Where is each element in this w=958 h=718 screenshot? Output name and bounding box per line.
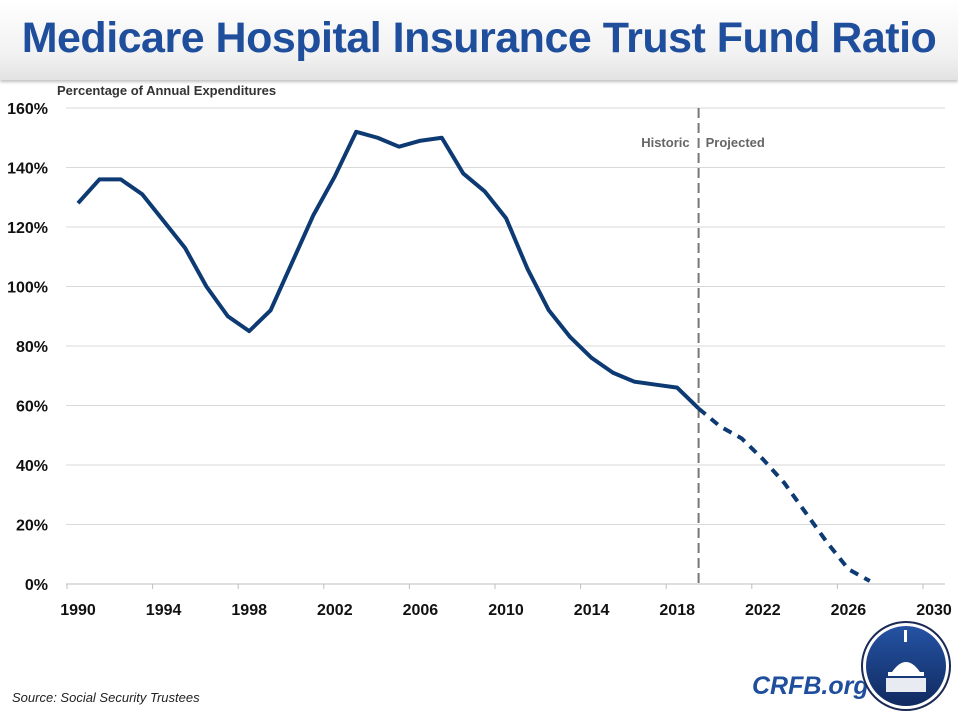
projected-series-line: [697, 406, 871, 583]
x-tick-label: 1994: [146, 602, 182, 619]
x-tick-label: 2022: [745, 602, 781, 619]
historic-series-line: [76, 129, 700, 410]
x-tick-label: 2002: [317, 602, 353, 619]
y-tick-label: 80%: [16, 339, 48, 356]
y-tick-label: 60%: [16, 399, 48, 416]
x-tick-label: 2010: [488, 602, 524, 619]
x-tick-label: 2018: [659, 602, 695, 619]
y-tick-label: 40%: [16, 458, 48, 475]
x-tick-label: 2030: [916, 602, 952, 619]
y-tick-label: 140%: [7, 161, 48, 178]
x-tick-label: 1990: [60, 602, 96, 619]
title-banner: [0, 0, 958, 80]
x-tick-label: 2014: [574, 602, 610, 619]
y-tick-label: 20%: [16, 518, 48, 535]
source-note: Source: Social Security Trustees: [12, 690, 200, 705]
crfb-capitol-logo: [861, 621, 951, 711]
y-tick-label: 120%: [7, 220, 48, 237]
y-axis-label: Percentage of Annual Expenditures: [57, 83, 277, 98]
y-tick-label: 160%: [7, 101, 48, 118]
y-tick-label: 100%: [7, 280, 48, 297]
chart-title: Medicare Hospital Insurance Trust Fund R…: [21, 14, 937, 62]
x-tick-label: 1998: [231, 602, 267, 619]
line-chart: 0% 20% 40% 60% 80% 100% 120% 140% 160% 1990 1994 19…: [7, 101, 952, 619]
brand-link[interactable]: CRFB.org: [752, 672, 869, 700]
historic-label: Historic: [641, 135, 689, 150]
projected-label: Projected: [706, 135, 765, 150]
y-tick-label: 0%: [25, 577, 48, 594]
x-tick-label: 2026: [831, 602, 867, 619]
x-tick-label: 2006: [403, 602, 439, 619]
